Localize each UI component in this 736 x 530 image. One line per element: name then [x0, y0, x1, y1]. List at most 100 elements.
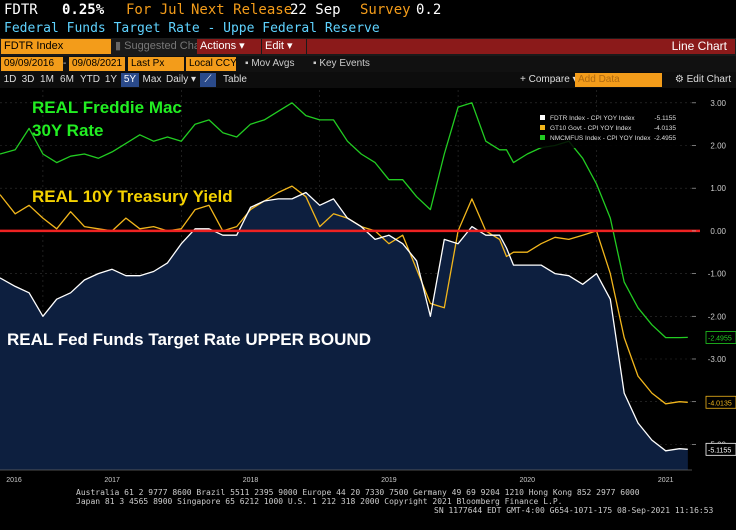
y-tick-label: 1.00 [710, 184, 726, 193]
footer-line-1: Australia 61 2 9777 8600 Brazil 5511 239… [76, 488, 640, 497]
fdtr-area-fill [0, 192, 688, 470]
frequency-select[interactable]: Daily ▾ [164, 73, 198, 87]
mov-avgs-button[interactable]: ▪ Mov Avgs [242, 57, 310, 71]
mov-avgs-label: Mov Avgs [251, 58, 295, 69]
legend-value-0: -5.1155 [654, 115, 676, 122]
y-tick-label: 3.00 [710, 99, 726, 108]
line-chart-icon[interactable]: ⟋ [200, 73, 216, 87]
frequency-label: Daily [165, 74, 189, 85]
security-input-text: FDTR Index [4, 40, 64, 52]
range-1y[interactable]: 1Y [104, 74, 118, 85]
chevron-down-icon: ▾ [190, 74, 197, 85]
value-tag-1: -4.0135 [708, 400, 732, 407]
range-1m[interactable]: 1M [40, 74, 54, 85]
value-tag-box-0 [705, 442, 736, 456]
range-5y[interactable]: 5Y [121, 73, 139, 87]
period-label: For Jul [126, 2, 186, 18]
next-release-label: Next Release [191, 2, 293, 18]
description-text: Federal Funds Target Rate - Uppe Federal… [4, 21, 380, 36]
suggested-charts-button[interactable]: ▮ Suggested Charts [112, 39, 212, 54]
date-separator: - [63, 58, 67, 69]
x-tick-label: 2021 [658, 477, 674, 484]
survey-label: Survey [360, 2, 411, 18]
legend-value-2: -2.4955 [654, 135, 676, 142]
range-max[interactable]: Max [142, 74, 162, 85]
legend-value-1: -4.0135 [654, 125, 676, 132]
y-tick-label: 0.00 [710, 227, 726, 236]
key-events-button[interactable]: ▪ Key Events [310, 57, 380, 71]
x-axis: 2016 2017 2018 2019 2020 2021 [0, 469, 692, 484]
survey-value: 0.2 [416, 2, 442, 18]
annotation-fed-funds: REAL Fed Funds Target Rate UPPER BOUND [7, 330, 371, 349]
annotation-10y-treasury: REAL 10Y Treasury Yield [32, 187, 233, 206]
x-tick-label: 2017 [104, 477, 120, 484]
edit-chart-label: Edit Chart [686, 74, 732, 85]
chart-icon: ▮ [115, 40, 125, 52]
start-date-input[interactable]: 09/09/2016 [1, 57, 63, 71]
range-1d[interactable]: 1D [3, 74, 17, 85]
series-line-0 [0, 191, 688, 452]
value-tag-box-1 [705, 395, 736, 409]
main-toolbar: FDTR Index ▮ Suggested Charts Actions ▾ … [0, 38, 736, 56]
footer-line-2: Japan 81 3 4565 8900 Singapore 65 6212 1… [76, 497, 563, 506]
footer: Australia 61 2 9777 8600 Brazil 5511 239… [0, 486, 736, 530]
key-events-label: Key Events [319, 58, 370, 69]
range-6m[interactable]: 6M [60, 74, 74, 85]
edit-button[interactable]: Edit ▾ [262, 39, 306, 54]
annotation-freddie-mac-line2: 30Y Rate [32, 121, 104, 140]
legend-entry-1: GT10 Govt - CPI YOY Index [550, 125, 632, 132]
line-chart: 3.002.001.000.00-1.00-2.00-3.00-4.00-5.0… [0, 88, 736, 486]
add-data-input[interactable]: Add Data [575, 73, 662, 87]
range-ytd[interactable]: YTD [80, 74, 100, 85]
suggested-charts-label: Suggested Charts [124, 40, 213, 52]
chevron-down-icon: ▾ [287, 40, 293, 52]
series-line-2 [0, 102, 688, 339]
table-button[interactable]: Table [223, 74, 247, 85]
annotation-freddie-mac: REAL Freddie Mac 30Y Rate [32, 98, 187, 140]
chart-legend: FDTR Index - CPI YOY Index -5.1155 GT10 Go… [535, 112, 679, 148]
series-lines [0, 102, 688, 452]
plus-icon: + [520, 74, 529, 85]
y-tick-label: -2.00 [708, 312, 727, 321]
range-bar: 1D 3D 1M 6M YTD 1Y 5Y Max Daily ▾ ⟋ Tabl… [0, 72, 736, 88]
edit-label: Edit [265, 40, 284, 52]
edit-chart-button[interactable]: ⚙ Edit Chart [674, 73, 732, 87]
currency-text: Local CCY [189, 58, 237, 69]
ticker-label: FDTR [4, 2, 38, 18]
last-value-tags: -5.1155 -4.0135 -2.4955 [705, 331, 736, 456]
price-field-select[interactable]: Last Px [128, 57, 184, 71]
end-date-input[interactable]: 09/08/2021 [69, 57, 125, 71]
range-3d[interactable]: 3D [21, 74, 35, 85]
x-tick-label: 2019 [381, 477, 397, 484]
actions-label: Actions [200, 40, 237, 52]
security-header: FDTR 0.25% For Jul Next Release 22 Sep S… [0, 0, 736, 20]
x-tick-label: 2018 [243, 477, 259, 484]
chart-type-title: Line Chart [307, 39, 735, 54]
compare-button[interactable]: + Compare ▾ [520, 73, 578, 87]
legend-swatch-2 [540, 135, 545, 140]
params-bar: 09/09/2016 - 09/08/2021 Last Px Local CC… [0, 56, 736, 72]
start-date-text: 09/09/2016 [4, 58, 55, 69]
price-field-text: Last Px [131, 58, 165, 69]
add-data-placeholder: Add Data [578, 74, 620, 85]
chevron-down-icon: ▾ [239, 40, 245, 52]
security-input[interactable]: FDTR Index [1, 39, 111, 54]
legend-entry-2: NMCMFUS Index - CPI YOY Index [550, 135, 651, 142]
x-tick-label: 2016 [6, 477, 22, 484]
value-tag-0: -5.1155 [708, 447, 731, 454]
footer-line-3: SN 1177644 EDT GMT-4:00 G654-1071-175 08… [434, 506, 714, 515]
legend-swatch-0 [540, 115, 545, 120]
end-date-text: 09/08/2021 [72, 58, 123, 69]
compare-label: Compare [528, 74, 570, 85]
gear-icon: ⚙ [674, 74, 687, 85]
legend-box [535, 112, 679, 148]
x-tick-label: 2020 [520, 477, 536, 484]
checkbox-icon: ▪ [313, 58, 320, 69]
y-tick-label: -1.00 [708, 270, 727, 279]
actions-button[interactable]: Actions ▾ [197, 39, 261, 54]
y-tick-label: -3.00 [708, 355, 727, 364]
legend-swatch-1 [540, 125, 545, 130]
currency-select[interactable]: Local CCY [186, 57, 237, 71]
legend-entry-0: FDTR Index - CPI YOY Index [550, 115, 635, 122]
last-value: 0.25% [62, 2, 105, 18]
